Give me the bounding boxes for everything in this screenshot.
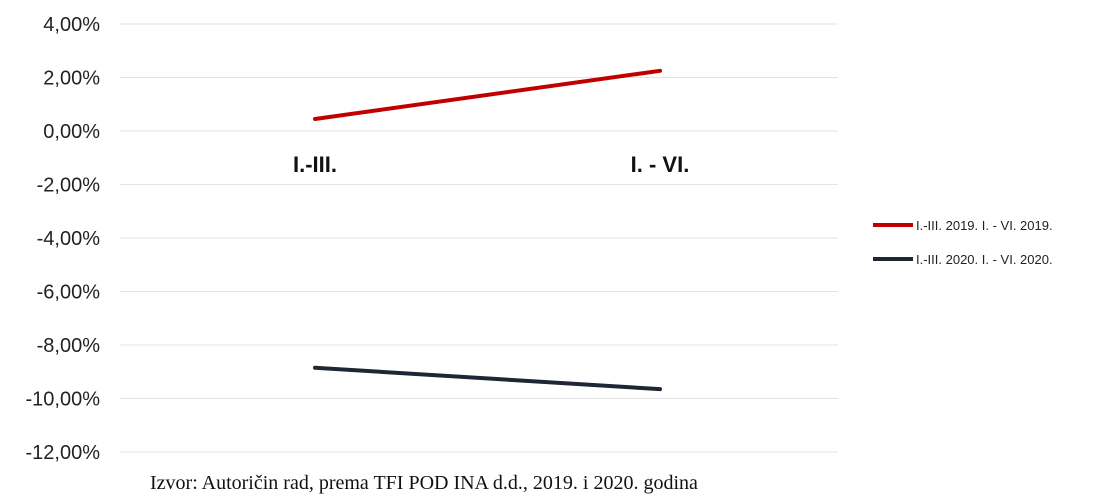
series-lines [313, 68, 662, 392]
y-tick-label: -8,00% [37, 335, 101, 357]
category-label: I.-III. [293, 152, 337, 177]
y-tick-label: -2,00% [37, 175, 101, 197]
source-note: Izvor: Autoričin rad, prema TFI POD INA … [150, 472, 698, 494]
y-tick-label: 4,00% [43, 14, 100, 36]
y-tick-label: 2,00% [43, 68, 100, 90]
legend-label: I.-III. 2019. I. - VI. 2019. [916, 218, 1053, 233]
category-labels: I.-III. I. - VI. [293, 152, 689, 177]
series-line [313, 365, 662, 392]
y-tick-label: -12,00% [26, 442, 101, 464]
category-label: I. - VI. [631, 152, 690, 177]
gridlines [120, 23, 838, 453]
y-axis-tick-labels: 4,00% 2,00% 0,00% -2,00% -4,00% -6,00% -8,00% -… [26, 14, 101, 464]
legend: I.-III. 2019. I. - VI. 2019. I.-III. 2020… [873, 218, 1053, 267]
series-line [313, 68, 662, 121]
y-tick-label: -6,00% [37, 282, 101, 304]
y-tick-label: 0,00% [43, 121, 100, 143]
y-tick-label: -4,00% [37, 228, 101, 250]
y-tick-label: -10,00% [26, 389, 101, 411]
legend-label: I.-III. 2020. I. - VI. 2020. [916, 252, 1053, 267]
